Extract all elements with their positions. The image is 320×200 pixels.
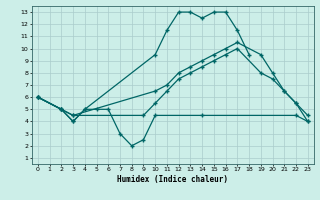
X-axis label: Humidex (Indice chaleur): Humidex (Indice chaleur) — [117, 175, 228, 184]
